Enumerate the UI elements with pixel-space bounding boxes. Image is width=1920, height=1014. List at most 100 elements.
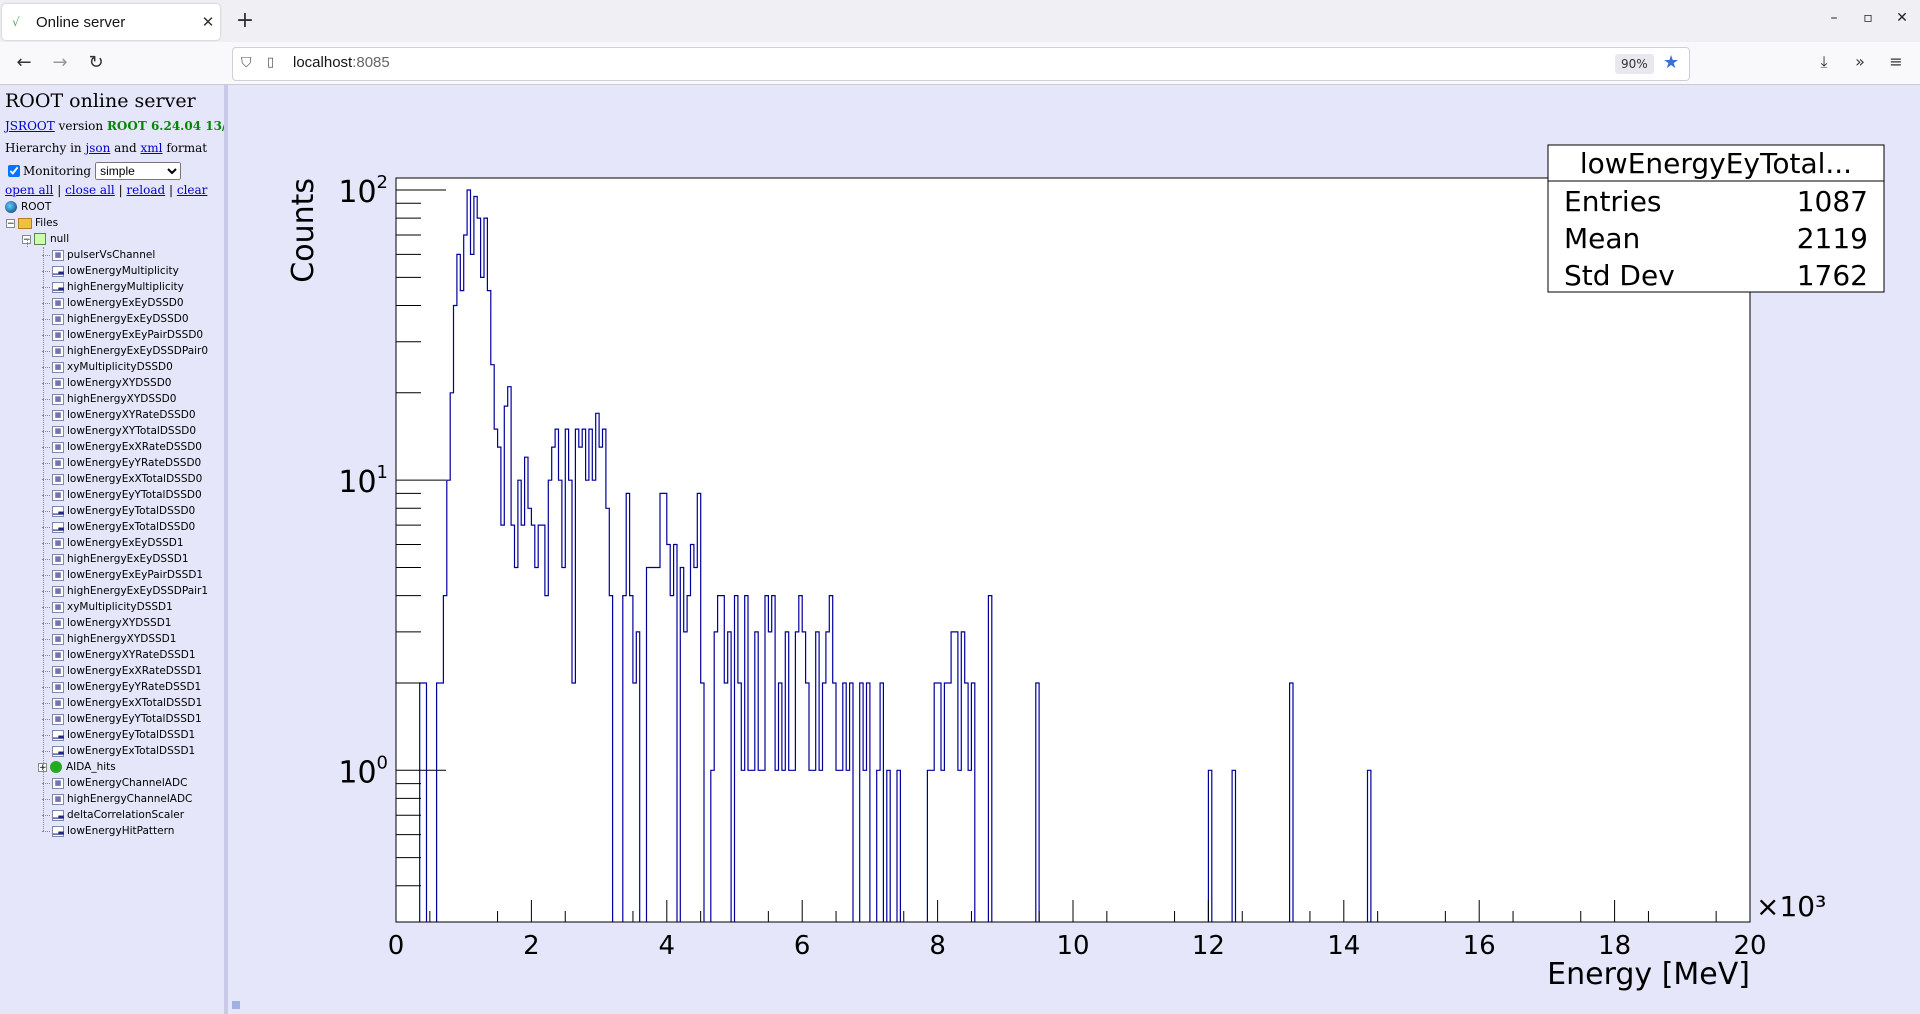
histogram-bin[interactable] [674, 545, 677, 922]
histogram-bin[interactable] [660, 493, 667, 922]
tree-item[interactable]: ▦ lowEnergyXYTotalDSSD0 [52, 423, 196, 439]
histogram-svg[interactable]: 0 2 4 6 8 10 12 14 16 18 20 102 101 100 Energy [MeV] Co… [228, 85, 1920, 1014]
shield-icon[interactable]: ⛉ [241, 55, 252, 71]
tree-item[interactable]: ▦ highEnergyExEyDSSD1 [52, 551, 189, 567]
histogram-canvas[interactable]: 0 2 4 6 8 10 12 14 16 18 20 102 101 100 Energy [MeV] Co… [228, 85, 1920, 1014]
tree-item[interactable]: ▁▃ lowEnergyEyTotalDSSD1 [52, 727, 195, 743]
minimize-icon[interactable]: – [1830, 10, 1838, 26]
tree-node-aida-hits[interactable]: + AIDA_hits [38, 759, 116, 775]
histogram-bin[interactable] [535, 567, 538, 922]
histogram-bin[interactable] [772, 596, 775, 922]
histogram-bin[interactable] [762, 770, 765, 922]
histogram-bin[interactable] [558, 480, 561, 922]
tree-item[interactable]: ▁▃ lowEnergyMultiplicity [52, 263, 179, 279]
histogram-bin[interactable] [819, 770, 822, 922]
histogram-bin[interactable] [724, 683, 727, 922]
jsroot-link[interactable]: JSROOT [5, 119, 55, 133]
histogram-bin[interactable] [755, 632, 758, 922]
tree-item[interactable]: ▦ lowEnergyExXTotalDSSD1 [52, 695, 202, 711]
page-icon[interactable]: ▯ [267, 55, 275, 70]
histogram-bin[interactable] [745, 596, 748, 922]
histogram-bin[interactable] [467, 190, 470, 922]
reload-icon[interactable]: ↻ [88, 52, 104, 73]
tree-item[interactable]: ▦ xyMultiplicityDSSD1 [52, 599, 173, 615]
histogram-bin[interactable] [667, 545, 670, 922]
histogram-bin[interactable] [887, 770, 890, 922]
tree-item[interactable]: ▁▃ highEnergyMultiplicity [52, 279, 184, 295]
histogram-bin[interactable] [944, 683, 947, 922]
tree-item[interactable]: ▦ lowEnergyChannelADC [52, 775, 187, 791]
histogram-bin[interactable] [443, 596, 446, 922]
histogram-bin[interactable] [1208, 770, 1211, 922]
histogram-bin[interactable] [961, 632, 964, 922]
histogram-bin[interactable] [735, 596, 738, 922]
tree-item[interactable]: ▦ highEnergyExEyDSSDPair1 [52, 583, 208, 599]
histogram-bin[interactable] [586, 480, 589, 922]
histogram-bin[interactable] [511, 525, 514, 922]
tree-item[interactable]: ▦ xyMultiplicityDSSD0 [52, 359, 173, 375]
collapse-minus-icon[interactable]: − [22, 234, 31, 245]
histogram-bin[interactable] [514, 567, 517, 922]
tree-item[interactable]: ▦ highEnergyExEyDSSDPair0 [52, 343, 208, 359]
forward-arrow-icon[interactable]: → [52, 52, 68, 73]
histogram-bin[interactable] [867, 683, 870, 922]
histogram-bin[interactable] [758, 770, 761, 922]
sidebar-splitter[interactable] [224, 85, 228, 1014]
histogram-bin[interactable] [582, 429, 585, 922]
tree-item[interactable]: ▦ lowEnergyExEyDSSD1 [52, 535, 184, 551]
histogram-bin[interactable] [670, 596, 673, 922]
tree-item[interactable]: ▁▃ lowEnergyExTotalDSSD0 [52, 519, 195, 535]
histogram-bin[interactable] [464, 235, 467, 922]
histogram-bin[interactable] [823, 683, 826, 922]
tree-node-null[interactable]: − null [22, 231, 69, 247]
histogram-bin[interactable] [988, 596, 991, 922]
histogram-bin[interactable] [1232, 770, 1235, 922]
histogram-bin[interactable] [694, 567, 697, 922]
histogram-bin[interactable] [775, 770, 778, 922]
histogram-bin[interactable] [690, 545, 693, 922]
histogram-bin[interactable] [748, 770, 751, 922]
xml-link[interactable]: xml [140, 141, 163, 155]
reload-link[interactable]: reload [126, 183, 166, 197]
histogram-bin[interactable] [714, 632, 717, 922]
tree-item[interactable]: ▦ lowEnergyEyYRateDSSD1 [52, 679, 201, 695]
histogram-bin[interactable] [552, 447, 555, 922]
histogram-bin[interactable] [880, 683, 883, 922]
histogram-bin[interactable] [806, 683, 809, 922]
tree-item[interactable]: ▦ lowEnergyXYRateDSSD0 [52, 407, 196, 423]
plot-frame[interactable] [396, 178, 1750, 922]
monitoring-mode-select[interactable]: simple [95, 162, 182, 180]
histogram-bin[interactable] [460, 291, 463, 922]
histogram-bin[interactable] [711, 770, 714, 922]
histogram-bin[interactable] [701, 683, 704, 922]
histogram-bin[interactable] [450, 393, 453, 922]
menu-hamburger-icon[interactable]: ≡ [1889, 52, 1903, 71]
histogram-bin[interactable] [765, 596, 768, 922]
tree-item[interactable]: ▦ pulserVsChannel [52, 247, 155, 263]
url-bar[interactable]: ⛉ ▯ localhost:8085 90% ★ [232, 47, 1690, 81]
close-all-link[interactable]: close all [65, 183, 115, 197]
histogram-bin[interactable] [501, 525, 504, 922]
histogram-bin[interactable] [525, 457, 528, 922]
histogram-bin[interactable] [833, 683, 836, 922]
tree-item[interactable]: ▁▃ lowEnergyExTotalDSSD1 [52, 743, 195, 759]
close-window-icon[interactable]: ✕ [1896, 10, 1908, 26]
histogram-bin[interactable] [521, 525, 524, 922]
histogram-bin[interactable] [785, 632, 788, 922]
expand-plus-icon[interactable]: + [38, 762, 47, 773]
tree-item[interactable]: ▦ lowEnergyExEyPairDSSD1 [52, 567, 203, 583]
histogram-bin[interactable] [542, 525, 545, 922]
clear-link[interactable]: clear [176, 183, 208, 197]
tree-item[interactable]: ▁▃ lowEnergyHitPattern [52, 823, 174, 839]
histogram-bin[interactable] [792, 770, 795, 922]
histogram-bin[interactable] [941, 770, 944, 922]
histogram-bin[interactable] [565, 429, 568, 922]
histogram-bin[interactable] [948, 683, 951, 922]
tree-item[interactable]: ▁▃ deltaCorrelationScaler [52, 807, 184, 823]
histogram-bin[interactable] [633, 683, 636, 922]
histogram-bin[interactable] [437, 683, 444, 922]
tree-item[interactable]: ▦ lowEnergyExXRateDSSD1 [52, 663, 202, 679]
tree-item[interactable]: ▦ highEnergyChannelADC [52, 791, 192, 807]
histogram-bin[interactable] [1036, 683, 1039, 922]
histogram-bin[interactable] [779, 683, 782, 922]
